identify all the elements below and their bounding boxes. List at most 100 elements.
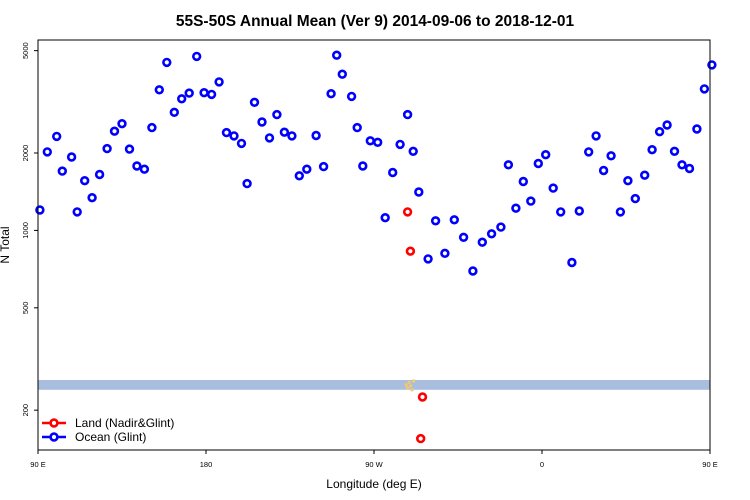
y-tick-label: 200 [21, 404, 30, 417]
legend-marker [49, 432, 59, 442]
ocean-point [430, 216, 441, 226]
ocean-point [352, 122, 362, 133]
x-tick-label: 90 E [30, 460, 45, 469]
legend-label: Land (Nadir&Glint) [75, 416, 174, 430]
ocean-point [647, 145, 657, 155]
series-land [402, 207, 428, 444]
ocean-point [598, 165, 609, 176]
y-tick-label: 500 [21, 302, 30, 315]
ocean-point [591, 131, 601, 141]
ocean-point [458, 232, 469, 243]
ocean-point [669, 146, 680, 157]
ocean-point [684, 163, 695, 174]
ocean-point [117, 118, 127, 129]
y-tick-label: 1000 [21, 222, 30, 239]
legend-marker [49, 418, 59, 428]
ocean-point [380, 213, 390, 223]
ocean-point [395, 139, 405, 150]
ocean-point [221, 127, 232, 138]
ocean-point [109, 126, 120, 136]
ocean-point [477, 237, 487, 247]
ocean-point [79, 176, 90, 186]
ocean-point [192, 51, 202, 62]
ocean-point [57, 166, 67, 176]
ocean-point [654, 127, 665, 137]
ocean-point [623, 176, 633, 186]
ocean-point [177, 94, 187, 104]
ocean-point [139, 164, 150, 174]
ocean-point [373, 137, 383, 148]
land-point [416, 433, 426, 444]
plot-area [35, 50, 717, 444]
ocean-point [533, 158, 543, 169]
legend-label: Ocean (Glint) [75, 430, 146, 444]
ocean-point [66, 152, 77, 162]
ocean-point [555, 207, 566, 217]
coast-mark [409, 384, 413, 388]
ocean-point [518, 176, 528, 187]
ocean-point [102, 143, 112, 154]
ocean-point [358, 161, 368, 171]
ocean-point [408, 146, 418, 157]
ocean-point [154, 85, 165, 95]
ocean-point [264, 133, 275, 143]
ocean-point [662, 120, 672, 130]
ocean-point [337, 69, 347, 79]
ocean-point [184, 88, 194, 98]
land-point [417, 392, 428, 402]
ocean-point [540, 150, 551, 160]
coast-mark [410, 388, 414, 392]
ocean-point [42, 147, 52, 157]
ocean-point [677, 160, 687, 170]
ocean-point [124, 144, 135, 154]
x-tick-label: 180 [200, 460, 213, 469]
land-band [38, 380, 710, 390]
ocean-point [294, 171, 304, 181]
ocean-point [511, 203, 521, 213]
ocean-point [414, 187, 424, 197]
legend-item: Ocean (Glint) [42, 430, 146, 444]
series-ocean [35, 50, 717, 276]
coast-speckle [404, 379, 416, 392]
ocean-point [72, 207, 82, 217]
ocean-point [567, 257, 577, 268]
ocean-point [526, 196, 536, 206]
ocean-point [94, 169, 105, 180]
ocean-point [206, 89, 217, 100]
ocean-point [423, 254, 433, 264]
ocean-point [388, 167, 398, 178]
ocean-point [199, 87, 209, 98]
chart-title: 55S-50S Annual Mean (Ver 9) 2014-09-06 t… [176, 13, 575, 30]
ocean-point [229, 131, 239, 141]
ocean-point [272, 109, 282, 120]
x-tick-label: 90 E [702, 460, 717, 469]
ocean-point [311, 130, 321, 141]
ocean-point [279, 127, 290, 137]
ocean-point [249, 97, 260, 108]
ocean-point [242, 178, 252, 189]
ocean-point [449, 215, 459, 225]
ocean-point [162, 57, 172, 68]
ocean-point [639, 170, 650, 180]
ocean-point [35, 205, 45, 215]
ocean-point [87, 193, 97, 203]
ocean-point [583, 147, 594, 157]
ocean-point [503, 160, 514, 170]
coast-mark [404, 383, 408, 387]
ocean-point [615, 207, 626, 217]
ocean-point [574, 206, 584, 216]
y-tick-label: 5000 [21, 42, 30, 59]
ocean-point [51, 131, 62, 142]
ocean-point [365, 136, 375, 146]
ocean-point [257, 117, 267, 127]
ocean-point [548, 183, 558, 193]
ocean-point [606, 151, 616, 161]
ocean-point [486, 229, 497, 239]
legend: Land (Nadir&Glint)Ocean (Glint) [42, 416, 174, 444]
land-point [405, 246, 416, 256]
x-axis: 90 E 180 90 W 0 90 E [30, 450, 718, 469]
ocean-point [326, 88, 336, 99]
x-tick-label: 0 [540, 460, 544, 469]
ocean-point [468, 266, 478, 276]
